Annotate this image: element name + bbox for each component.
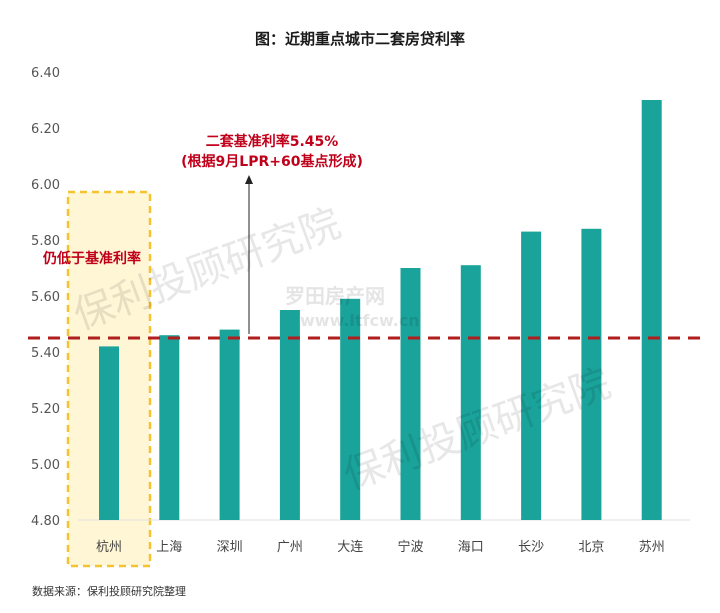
- bar-8: [521, 231, 542, 520]
- x-tick-label: 大连: [337, 539, 363, 555]
- y-tick-label: 5.40: [31, 346, 60, 361]
- annotation-arrow-head: [245, 175, 253, 184]
- watermark-site-name: 罗田房产网: [285, 284, 385, 308]
- data-source-note: 数据来源：保利投顾研究院整理: [32, 584, 186, 598]
- y-tick-label: 5.00: [31, 458, 60, 473]
- watermark-site-url: www.ltfcw.cn: [300, 311, 420, 330]
- x-tick-label: 苏州: [639, 539, 665, 555]
- y-tick-label: 4.80: [31, 514, 60, 529]
- y-tick-label: 5.60: [31, 290, 60, 305]
- x-tick-label: 深圳: [217, 540, 243, 555]
- highlight-annotation: 仍低于基准利率: [42, 250, 141, 267]
- bar-5: [340, 298, 361, 520]
- x-tick-label: 杭州: [96, 540, 122, 555]
- bar-10: [641, 100, 662, 520]
- x-tick-label: 海口: [458, 540, 484, 555]
- y-tick-label: 5.20: [31, 402, 60, 417]
- bar-7: [460, 265, 481, 520]
- y-tick-label: 6.40: [31, 66, 60, 81]
- bar-2: [159, 335, 180, 520]
- bar-3: [219, 329, 240, 520]
- x-tick-label: 北京: [578, 540, 604, 555]
- bar-1: [99, 346, 119, 520]
- x-tick-label: 长沙: [518, 540, 544, 555]
- bar-4: [279, 310, 300, 520]
- y-tick-label: 6.20: [31, 122, 60, 137]
- x-tick-label: 上海: [156, 540, 182, 555]
- reference-annotation-line2: (根据9月LPR+60基点形成): [181, 153, 363, 170]
- y-tick-label: 5.80: [31, 234, 60, 249]
- x-tick-label: 广州: [277, 540, 303, 555]
- bar-9: [581, 228, 602, 521]
- reference-annotation-line1: 二套基准利率5.45%: [206, 133, 339, 150]
- x-tick-label: 宁波: [397, 539, 423, 555]
- y-tick-label: 6.00: [31, 178, 60, 193]
- bar-6: [400, 268, 421, 520]
- chart-title: 图：近期重点城市二套房贷利率: [255, 30, 465, 48]
